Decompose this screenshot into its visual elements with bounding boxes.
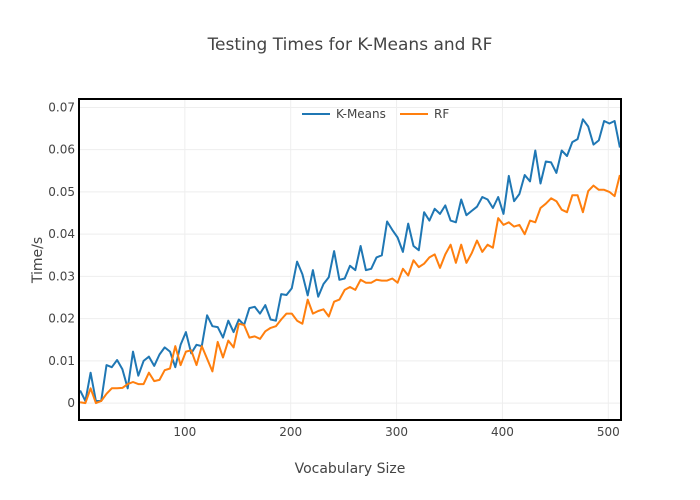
legend-item-rf[interactable]: RF (400, 107, 449, 121)
legend-item-k-means[interactable]: K-Means (302, 107, 386, 121)
x-tick-label: 100 (173, 425, 196, 439)
y-tick-label: 0.07 (48, 100, 75, 114)
series-layer (79, 118, 621, 405)
y-axis-ticks: 0 0.01 0.02 0.03 0.04 0.05 0.06 0.07 (48, 100, 75, 410)
y-tick-label: 0 (67, 396, 75, 410)
x-tick-label: 200 (279, 425, 302, 439)
x-tick-label: 300 (385, 425, 408, 439)
y-tick-label: 0.05 (48, 185, 75, 199)
plot-frame (78, 98, 622, 421)
y-tick-label: 0.02 (48, 312, 75, 326)
chart-title: Testing Times for K-Means and RF (207, 35, 493, 55)
x-tick-label: 400 (491, 425, 514, 439)
y-tick-label: 0.01 (48, 354, 75, 368)
series-line-rf (79, 174, 621, 405)
grid (79, 99, 621, 420)
y-tick-label: 0.04 (48, 227, 75, 241)
x-axis-ticks: 100 200 300 400 500 (173, 425, 619, 439)
legend[interactable]: K-Means RF (302, 107, 449, 121)
y-tick-label: 0.06 (48, 143, 75, 157)
x-axis-title: Vocabulary Size (295, 461, 406, 477)
legend-label: RF (434, 107, 449, 121)
y-tick-label: 0.03 (48, 269, 75, 283)
legend-label: K-Means (336, 107, 386, 121)
x-tick-label: 500 (597, 425, 620, 439)
y-axis-title: Time/s (30, 237, 46, 284)
series-line-k-means (79, 118, 621, 402)
